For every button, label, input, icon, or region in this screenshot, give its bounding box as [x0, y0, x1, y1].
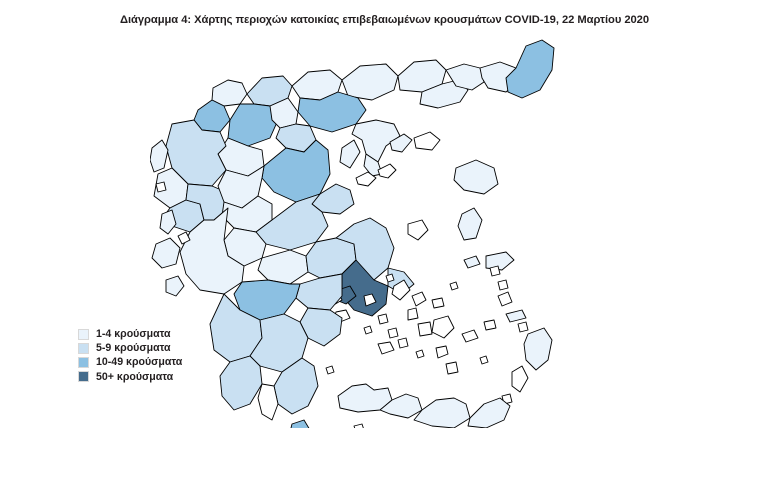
region-larissa[interactable] [262, 140, 330, 202]
region-sporades[interactable] [356, 172, 376, 186]
islet-c [364, 326, 372, 334]
legend-item-10-49[interactable]: 10-49 κρούσματα [78, 355, 268, 369]
region-kythnos[interactable] [378, 314, 388, 324]
legend-item-5-9[interactable]: 5-9 κρούσματα [78, 341, 268, 355]
region-naxos[interactable] [432, 316, 454, 338]
islet-b [450, 282, 458, 290]
legend-label-1-4: 1-4 κρούσματα [96, 328, 171, 340]
region-aitoloakarnania[interactable] [180, 208, 244, 294]
region-chios[interactable] [458, 208, 482, 240]
region-karpathos[interactable] [512, 366, 528, 392]
region-korinthia[interactable] [296, 274, 342, 310]
region-rodos[interactable] [524, 328, 552, 370]
region-paxoi[interactable] [156, 182, 166, 192]
legend-item-50plus[interactable]: 50+ κρούσματα [78, 370, 268, 384]
region-chalkidiki-athos[interactable] [390, 134, 412, 152]
region-fthiotida[interactable] [256, 194, 328, 250]
region-mykonos[interactable] [432, 298, 444, 308]
region-lesvos[interactable] [454, 160, 498, 194]
region-ioannina[interactable] [166, 120, 226, 186]
region-serres[interactable] [342, 64, 398, 100]
region-lasithi[interactable] [468, 398, 510, 428]
region-chania[interactable] [338, 384, 392, 412]
islet-f [326, 366, 334, 374]
region-serifos[interactable] [388, 328, 398, 338]
region-thessaloniki[interactable] [298, 92, 366, 132]
legend-swatch-10-49 [78, 356, 89, 368]
region-chalkidiki[interactable] [352, 120, 400, 162]
region-kalymnos[interactable] [498, 292, 512, 306]
region-limnos[interactable] [414, 132, 440, 150]
region-sifnos[interactable] [398, 338, 408, 348]
legend: 1-4 κρούσματα 5-9 κρούσματα 10-49 κρούσμ… [78, 327, 268, 384]
islet-e [480, 356, 488, 364]
legend-swatch-5-9 [78, 342, 89, 354]
region-fokida[interactable] [258, 250, 308, 284]
legend-item-1-4[interactable]: 1-4 κρούσματα [78, 327, 268, 341]
region-gavdos[interactable] [354, 424, 364, 428]
region-kos[interactable] [506, 310, 526, 322]
region-andros[interactable] [392, 280, 410, 300]
region-skopelos[interactable] [378, 164, 396, 178]
region-symi[interactable] [518, 322, 528, 332]
region-skyros[interactable] [408, 220, 428, 240]
region-kavala[interactable] [420, 80, 468, 108]
region-rethymno[interactable] [380, 394, 422, 418]
region-syros[interactable] [408, 308, 418, 320]
region-lefkada[interactable] [160, 210, 176, 234]
region-kerkyra[interactable] [150, 140, 168, 172]
islet-d [416, 350, 424, 358]
region-ikaria[interactable] [464, 256, 480, 268]
region-mani[interactable] [258, 384, 278, 420]
islet-a [386, 274, 394, 282]
region-paros[interactable] [418, 322, 432, 336]
greece-map-svg [150, 28, 610, 428]
region-kefallinia[interactable] [152, 238, 180, 268]
region-irakleio[interactable] [414, 398, 470, 428]
region-florina[interactable] [212, 80, 247, 106]
legend-label-50plus: 50+ κρούσματα [96, 370, 174, 383]
page-title: Διάγραμμα 4: Χάρτης περιοχών κατοικίας ε… [119, 14, 650, 26]
choropleth-map [150, 28, 610, 428]
region-chalkidiki-sithonia[interactable] [364, 154, 382, 176]
legend-label-10-49: 10-49 κρούσματα [96, 356, 183, 369]
legend-swatch-1-4 [78, 328, 89, 340]
region-tinos[interactable] [412, 292, 426, 306]
region-samos[interactable] [486, 252, 514, 270]
region-kea[interactable] [364, 294, 376, 306]
region-astypalaia[interactable] [484, 320, 496, 330]
region-drama[interactable] [398, 60, 446, 92]
region-evros[interactable] [506, 40, 554, 98]
region-achaia[interactable] [234, 280, 300, 320]
legend-label-5-9: 5-9 κρούσματα [96, 342, 171, 355]
region-chalkidiki-kassandra[interactable] [340, 140, 360, 168]
region-patmos[interactable] [490, 266, 500, 276]
region-kythira[interactable] [290, 420, 310, 428]
region-ithaki[interactable] [178, 232, 190, 244]
legend-swatch-50plus [78, 371, 89, 383]
region-milos[interactable] [378, 342, 394, 354]
region-ios[interactable] [436, 346, 448, 358]
region-leros[interactable] [498, 280, 508, 290]
region-zakynthos[interactable] [166, 276, 184, 296]
region-amorgos[interactable] [462, 330, 478, 342]
region-messinia[interactable] [220, 356, 262, 410]
region-santorini[interactable] [446, 362, 458, 374]
